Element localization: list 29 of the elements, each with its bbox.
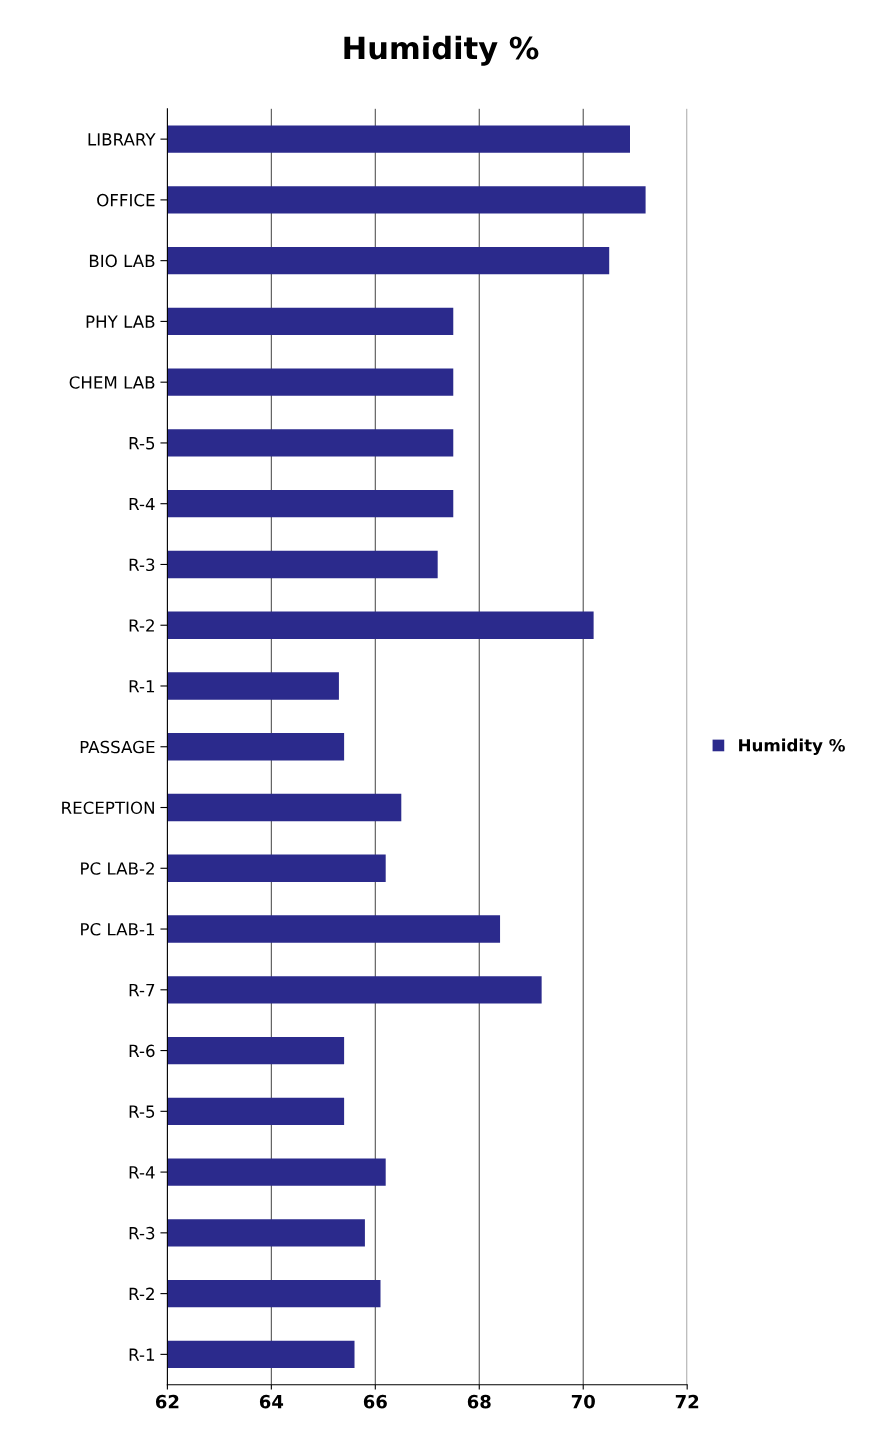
y-tick-label: R-4 xyxy=(129,497,155,511)
y-tick-label: CHEM LAB xyxy=(69,376,155,389)
y-tick-label: R-5 xyxy=(129,1105,155,1118)
y-tick-label: R-2 xyxy=(129,619,154,632)
y-tick-label: PC LAB-1 xyxy=(81,923,155,936)
x-tick-label: 72 xyxy=(675,1394,699,1409)
y-tick-label: PHY LAB xyxy=(86,315,155,328)
y-tick-label: R-4 xyxy=(129,1166,155,1179)
legend-label: Humidity % xyxy=(739,738,845,755)
y-tick-label: LIBRARY xyxy=(88,133,156,146)
x-tick-label: 68 xyxy=(467,1394,491,1409)
y-tick-label: PASSAGE xyxy=(80,740,155,754)
x-tick-label: 62 xyxy=(155,1394,179,1409)
y-tick-label: R-1 xyxy=(129,680,155,693)
y-tick-label: PC LAB-2 xyxy=(81,862,154,875)
y-tick-label: RECEPTION xyxy=(62,801,154,815)
y-tick-label: R-1 xyxy=(129,1348,155,1361)
x-tick-label: 66 xyxy=(363,1394,387,1409)
y-tick-label: R-3 xyxy=(129,1226,155,1240)
x-tick-label: 70 xyxy=(571,1394,595,1409)
y-tick-label: OFFICE xyxy=(97,193,155,207)
chart-title: Humidity % xyxy=(344,35,539,66)
y-tick-label: R-3 xyxy=(129,558,155,572)
x-tick-label: 64 xyxy=(259,1394,284,1409)
y-tick-label: R-2 xyxy=(129,1287,154,1300)
y-tick-label: R-6 xyxy=(129,1044,155,1058)
y-tick-label: R-5 xyxy=(129,437,155,450)
y-tick-label: R-7 xyxy=(129,983,155,997)
y-tick-label: BIO LAB xyxy=(89,254,155,268)
